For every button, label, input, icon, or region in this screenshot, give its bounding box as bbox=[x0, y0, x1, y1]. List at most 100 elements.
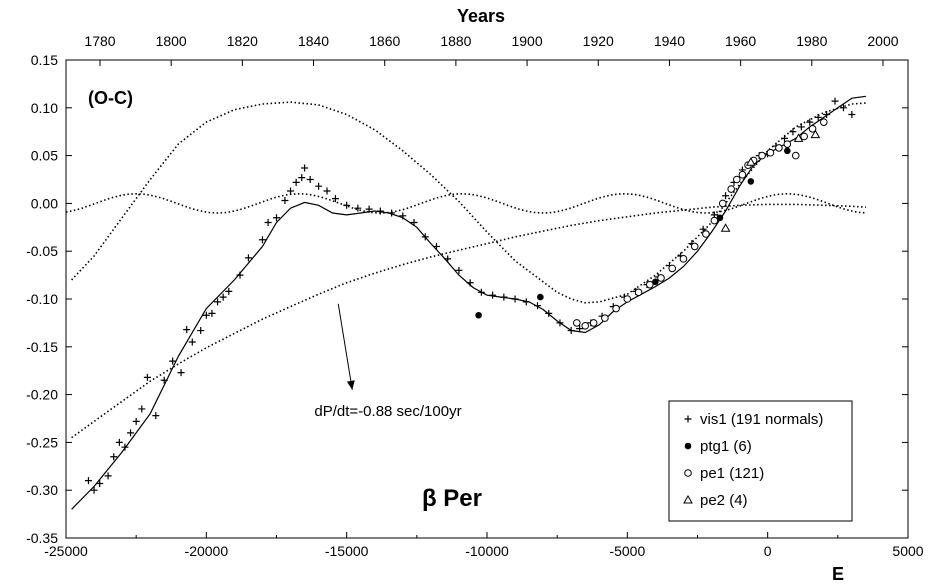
marker-plus bbox=[219, 293, 227, 301]
corner-label: (O-C) bbox=[88, 88, 133, 108]
marker-filled-circle bbox=[716, 214, 724, 222]
marker-triangle bbox=[720, 223, 731, 232]
marker-open-circle bbox=[800, 132, 808, 141]
marker-plus bbox=[376, 207, 384, 215]
sinusoid-curve bbox=[71, 101, 866, 304]
marker-open-circle bbox=[589, 319, 598, 327]
marker-open-circle bbox=[710, 216, 719, 225]
marker-open-circle bbox=[601, 314, 609, 322]
marker-plus bbox=[421, 233, 429, 241]
year-tick-label: 1840 bbox=[298, 33, 329, 49]
marker-triangle bbox=[683, 494, 693, 504]
legend-label: pe1 (121) bbox=[700, 465, 764, 482]
marker-triangle bbox=[793, 133, 804, 142]
y-tick-label: 0.10 bbox=[31, 100, 58, 116]
marker-plus bbox=[188, 338, 196, 346]
legend: vis1 (191 normals) ptg1 (6) pe1 (121) pe2 (… bbox=[668, 400, 853, 522]
annotation-arrow-head bbox=[346, 380, 355, 390]
marker-plus bbox=[489, 291, 497, 299]
marker-filled-circle bbox=[652, 278, 659, 286]
marker-triangle bbox=[745, 157, 756, 166]
marker-plus bbox=[298, 174, 306, 182]
marker-open-circle bbox=[657, 274, 665, 282]
marker-plus bbox=[306, 176, 314, 183]
year-tick-label: 1960 bbox=[725, 33, 756, 49]
marker-plus bbox=[197, 327, 205, 335]
marker-open-circle bbox=[808, 125, 817, 133]
year-tick-label: 1900 bbox=[511, 33, 542, 49]
marker-plus bbox=[466, 279, 474, 287]
marker-plus bbox=[110, 453, 118, 461]
marker-open-circle bbox=[684, 469, 692, 477]
top-axis-title: Years bbox=[457, 6, 505, 26]
marker-plus bbox=[444, 255, 452, 263]
y-tick-label: -0.15 bbox=[26, 339, 58, 355]
marker-plus bbox=[323, 187, 331, 195]
y-tick-label: 0.00 bbox=[31, 195, 58, 211]
marker-plus bbox=[343, 201, 351, 209]
marker-plus bbox=[244, 254, 252, 262]
year-tick-label: 1860 bbox=[369, 33, 400, 49]
marker-plus bbox=[567, 327, 575, 335]
marker-open-circle bbox=[690, 242, 699, 251]
annotation-label: dP/dt=-0.88 sec/100yr bbox=[314, 403, 461, 420]
marker-plus bbox=[831, 97, 839, 105]
y-tick-label: -0.25 bbox=[26, 434, 58, 450]
year-tick-label: 1880 bbox=[440, 33, 471, 49]
marker-open-circle bbox=[820, 118, 828, 126]
marker-open-circle bbox=[766, 148, 775, 157]
marker-plus bbox=[225, 287, 233, 295]
marker-plus bbox=[273, 214, 280, 222]
marker-plus bbox=[287, 187, 295, 195]
x-tick-label: -15000 bbox=[325, 543, 369, 559]
marker-plus bbox=[202, 311, 210, 319]
marker-open-circle bbox=[623, 295, 632, 303]
parabola-curve bbox=[71, 203, 866, 439]
legend-label: pe2 (4) bbox=[700, 492, 748, 509]
marker-plus bbox=[115, 438, 123, 446]
annotation-arrow-line bbox=[337, 303, 353, 390]
small-sinusoid-curve bbox=[65, 192, 866, 214]
year-tick-label: 1780 bbox=[84, 33, 115, 49]
marker-plus bbox=[576, 325, 584, 333]
marker-plus bbox=[399, 212, 407, 220]
year-tick-label: 1800 bbox=[156, 33, 187, 49]
marker-filled-circle bbox=[784, 147, 791, 155]
marker-plus bbox=[281, 197, 289, 205]
marker-plus bbox=[143, 373, 151, 381]
marker-plus bbox=[258, 236, 266, 244]
marker-plus bbox=[177, 369, 185, 377]
marker-plus bbox=[522, 298, 530, 306]
marker-plus bbox=[354, 204, 362, 212]
marker-open-circle bbox=[727, 185, 735, 193]
marker-plus bbox=[797, 123, 805, 131]
marker-open-circle bbox=[702, 230, 710, 238]
legend-items: vis1 (191 normals) ptg1 (6) pe1 (121) pe2 (… bbox=[683, 411, 823, 509]
marker-plus bbox=[84, 477, 92, 485]
annotation-arrow-layer bbox=[337, 303, 355, 390]
marker-open-circle bbox=[738, 170, 747, 179]
marker-plus bbox=[169, 357, 177, 365]
marker-plus bbox=[138, 405, 146, 413]
year-tick-label: 1820 bbox=[227, 33, 258, 49]
marker-open-circle bbox=[581, 321, 590, 330]
marker-filled-circle bbox=[537, 293, 544, 301]
y-tick-label: -0.10 bbox=[26, 291, 58, 307]
marker-plus bbox=[214, 298, 222, 306]
year-tick-label: 1980 bbox=[796, 33, 827, 49]
x-tick-label: -5000 bbox=[609, 543, 645, 559]
marker-plus bbox=[781, 134, 789, 142]
marker-open-circle bbox=[668, 264, 677, 273]
marker-plus bbox=[823, 110, 831, 118]
marker-plus bbox=[208, 309, 216, 317]
marker-plus bbox=[432, 242, 440, 250]
legend-label: vis1 (191 normals) bbox=[700, 411, 823, 428]
marker-plus bbox=[511, 295, 519, 303]
marker-filled-circle bbox=[747, 178, 755, 185]
marker-plus bbox=[121, 443, 129, 451]
bottom-axis-title: E bbox=[832, 564, 844, 584]
marker-plus bbox=[183, 326, 191, 334]
y-tick-label: -0.20 bbox=[26, 387, 58, 403]
marker-plus bbox=[315, 182, 323, 190]
